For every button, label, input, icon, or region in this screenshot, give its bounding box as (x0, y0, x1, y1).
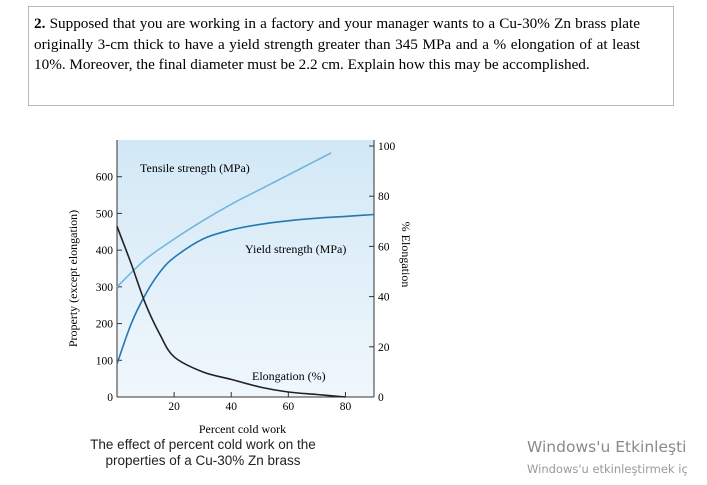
elongation-label: Elongation (%) (252, 369, 326, 383)
question-number: 2. (34, 15, 46, 32)
question-text: 2. Supposed that you are working in a fa… (34, 14, 640, 76)
x-tick-label: 80 (340, 401, 352, 413)
question-frame (28, 6, 674, 106)
y-left-tick-label: 300 (96, 282, 114, 294)
x-tick-label: 40 (225, 401, 237, 413)
y-right-tick-label: 40 (378, 292, 390, 304)
y-left-tick-label: 400 (96, 245, 114, 257)
y-right-tick-label: 0 (378, 392, 384, 404)
y-left-tick-label: 500 (96, 208, 114, 220)
y-right-axis-title: % Elongation (399, 222, 413, 288)
yield-strength-label: Yield strength (MPa) (245, 242, 346, 256)
x-tick-label: 20 (168, 401, 180, 413)
elongation-curve (116, 226, 346, 398)
figure-caption: The effect of percent cold work on the p… (78, 437, 328, 469)
x-tick-label: 60 (283, 401, 295, 413)
activation-watermark-title: Windows'u Etkinleşti (527, 438, 687, 456)
activation-watermark-subtitle: Windows'u etkinleştirmek iç (527, 462, 688, 476)
y-left-tick-label: 100 (96, 355, 114, 367)
y-left-tick-label: 200 (96, 319, 114, 331)
y-right-tick-label: 80 (378, 191, 390, 203)
y-left-tick-label: 600 (96, 172, 114, 184)
tensile-strength-curve (116, 152, 332, 288)
y-left-tick-label: 0 (107, 392, 113, 404)
caption-line-1: The effect of percent cold work on the (90, 437, 316, 452)
caption-line-2: properties of a Cu-30% Zn brass (105, 453, 301, 468)
y-right-tick-label: 60 (378, 241, 390, 253)
x-axis-title: Percent cold work (199, 422, 286, 436)
y-right-tick-label: 100 (378, 141, 396, 153)
yield-strength-curve (116, 213, 375, 365)
question-body: Supposed that you are working in a facto… (34, 15, 641, 73)
y-left-axis-title: Property (except elongation) (66, 210, 80, 347)
plot-background (117, 140, 374, 397)
tensile-strength-label: Tensile strength (MPa) (140, 161, 250, 175)
y-right-tick-label: 20 (378, 342, 390, 354)
